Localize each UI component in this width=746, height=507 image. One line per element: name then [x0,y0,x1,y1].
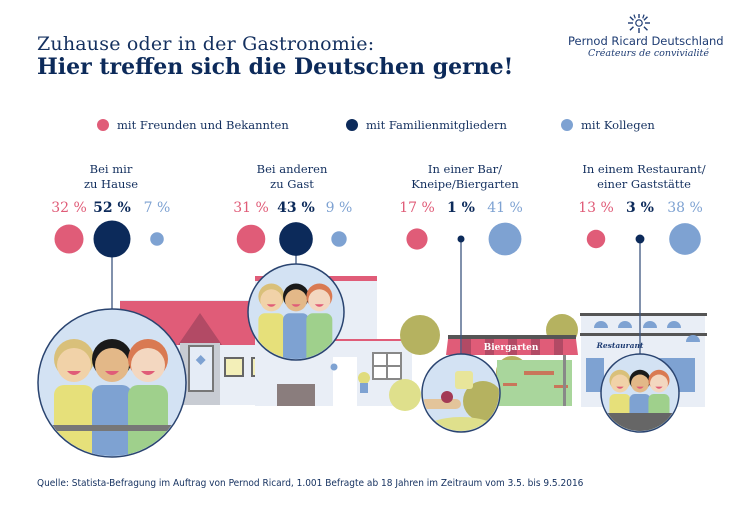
value-label-family: 1 % [447,200,475,216]
bubble-colleagues [331,231,347,247]
value-label-friends: 31 % [233,200,269,216]
house-gable [178,313,222,345]
bubble-family [635,234,645,244]
bubble-friends [406,228,428,250]
illustration-friends-at-restaurant [600,353,680,433]
bubble-family [457,235,465,243]
subtitle: Zuhause oder in der Gastronomie: [37,33,375,55]
biergarten-sign: Biergarten [484,343,539,353]
bubble-colleagues [669,223,701,255]
bubble-colleagues [150,232,164,246]
category-line: In einer Bar/ [427,162,503,176]
category-line: Bei anderen [256,162,328,176]
value-label-colleagues: 38 % [667,200,703,216]
value-label-family: 43 % [277,200,315,216]
sun-rays-icon [628,14,650,38]
legend-label: mit Kollegen [581,118,655,132]
legend-item-friends: mit Freunden und Bekannten [97,118,289,132]
bubble-friends [54,224,84,254]
bubble-colleagues [488,222,522,256]
legend-dot-family [346,119,358,131]
category-line: Bei mir [89,162,133,176]
legend-label: mit Freunden und Bekannten [117,118,289,132]
category-line: zu Gast [270,177,314,191]
category-line: zu Hause [83,177,139,191]
category-line: Kneipe/Biergarten [411,177,519,191]
value-label-friends: 17 % [399,200,435,216]
value-label-friends: 32 % [51,200,87,216]
legend-dot-colleagues [561,119,573,131]
category-label-restaurant: In einem Restaurant/ einer Gaststätte [564,162,724,192]
value-label-friends: 13 % [578,200,614,216]
page-title: Hier treffen sich die Deutschen gerne! [37,54,514,80]
logo-name: Pernod Ricard Deutschland [568,34,724,48]
legend-item-family: mit Familienmitgliedern [346,118,507,132]
category-label-home: Bei mir zu Hause [31,162,191,192]
logo-tagline: Créateurs de convivialité [588,48,709,59]
legend-dot-friends [97,119,109,131]
value-label-colleagues: 41 % [487,200,523,216]
illustration-friends-at-home [37,308,187,458]
illustration-beer-toast-biergarten [421,353,501,433]
bubble-friends [236,224,266,254]
house-window [224,357,244,377]
value-label-family: 52 % [93,200,131,216]
legend-label: mit Familienmitgliedern [366,118,507,132]
value-label-family: 3 % [626,200,654,216]
illustration-guests-on-balcony [247,263,345,361]
bubble-family [279,222,313,256]
category-label-guest: Bei anderen zu Gast [212,162,372,192]
restaurant-sign: Restaurant [596,341,644,350]
illustrations [37,263,680,458]
bubble-friends [586,229,606,249]
category-line: einer Gaststätte [597,177,691,191]
value-label-colleagues: 9 % [325,200,353,216]
value-label-colleagues: 7 % [143,200,171,216]
legend-item-colleagues: mit Kollegen [561,118,655,132]
bubbles [54,220,701,258]
house-door [188,345,214,392]
category-label-bar: In einer Bar/ Kneipe/Biergarten [385,162,545,192]
source-note: Quelle: Statista-Befragung im Auftrag vo… [37,478,584,489]
category-line: In einem Restaurant/ [582,162,706,176]
bubble-family [93,220,131,258]
